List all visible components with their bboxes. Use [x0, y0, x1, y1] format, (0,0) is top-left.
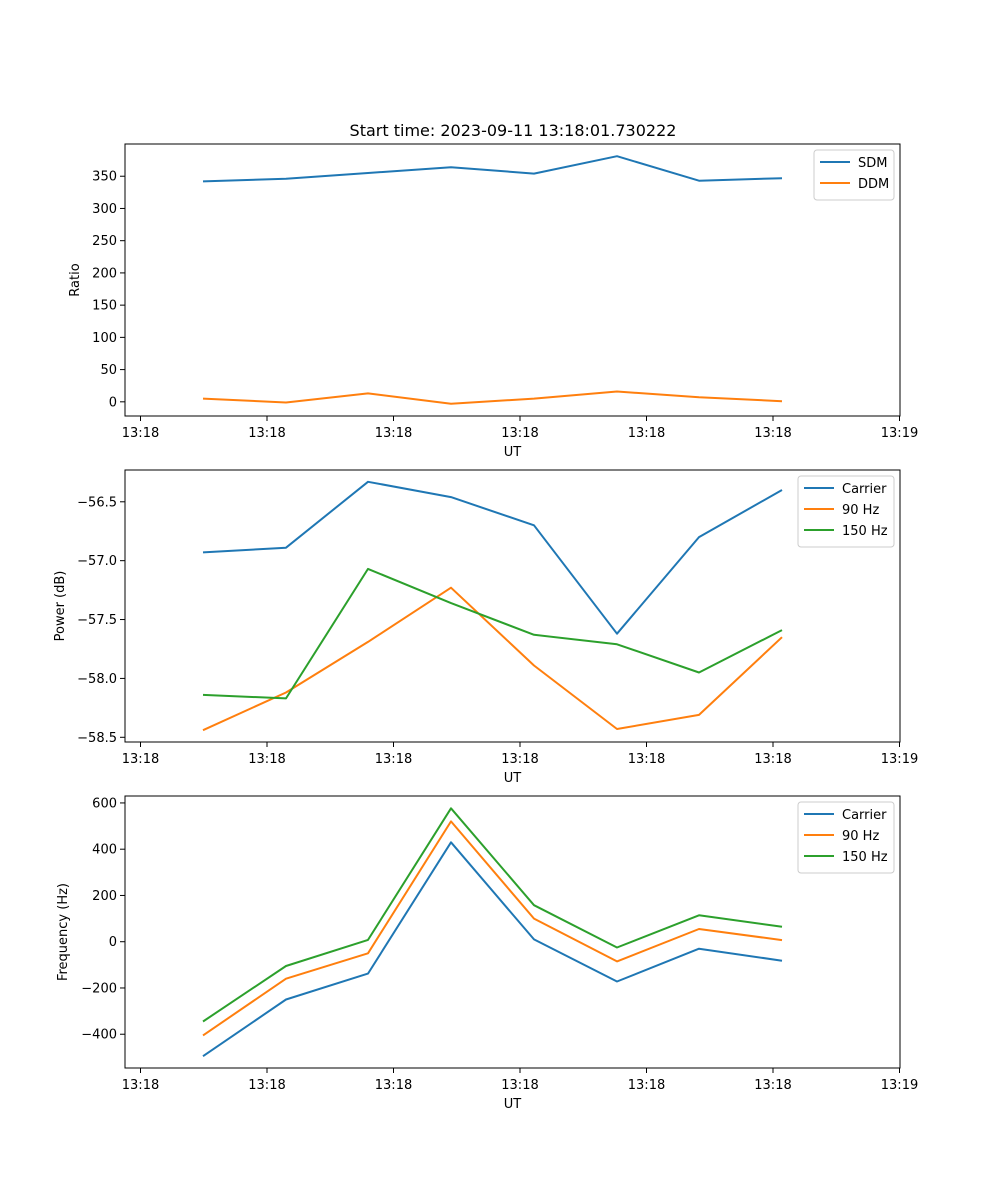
legend-label-carrier: Carrier	[842, 482, 887, 497]
x-tick-label: 13:18	[375, 1078, 412, 1093]
x-tick-label: 13:18	[754, 1078, 791, 1093]
series-line-90-hz	[202, 586, 783, 732]
y-tick-label: −57.5	[77, 613, 117, 628]
series-line-carrier	[202, 480, 783, 635]
x-axis-label: UT	[504, 771, 522, 786]
y-tick-label: 0	[109, 395, 117, 410]
x-tick-label: 13:19	[881, 1078, 918, 1093]
x-axis-label: UT	[504, 445, 522, 460]
x-tick-label: 13:18	[375, 426, 412, 441]
series-line-90-hz	[202, 820, 783, 1037]
series-line-sdm	[202, 155, 783, 183]
x-tick-label: 13:18	[375, 752, 412, 767]
x-tick-label: 13:18	[122, 1078, 159, 1093]
y-axis-label: Frequency (Hz)	[56, 883, 71, 981]
x-axis-label: UT	[504, 1097, 522, 1112]
x-tick-label: 13:18	[501, 752, 538, 767]
y-tick-label: 200	[92, 889, 117, 904]
series-line-150-hz	[202, 807, 783, 1023]
x-tick-label: 13:18	[501, 1078, 538, 1093]
y-tick-label: −57.0	[77, 554, 117, 569]
legend-label-carrier: Carrier	[842, 808, 887, 823]
y-tick-label: 400	[92, 843, 117, 858]
legend: Carrier 90 Hz 150 Hz	[797, 475, 895, 548]
legend-label-90-hz: 90 Hz	[842, 503, 879, 518]
x-tick-label: 13:19	[881, 752, 918, 767]
y-tick-label: 300	[92, 202, 117, 217]
legend: Carrier 90 Hz 150 Hz	[797, 801, 895, 874]
y-tick-label: 150	[92, 299, 117, 314]
legend-label-sdm: SDM	[858, 156, 887, 171]
y-axis-label: Power (dB)	[53, 571, 68, 642]
y-tick-label: −58.0	[77, 672, 117, 687]
x-tick-label: 13:18	[248, 426, 285, 441]
x-tick-label: 13:19	[881, 426, 918, 441]
series-line-carrier	[202, 841, 783, 1058]
y-tick-label: 50	[100, 363, 117, 378]
ratio-panel: 13:18 13:18 13:18 13:18 13:18 13:18 13:19 0 50 10…	[68, 143, 918, 460]
y-tick-label: −200	[81, 981, 117, 996]
legend-label-150-hz: 150 Hz	[842, 850, 888, 865]
y-tick-label: −400	[81, 1028, 117, 1043]
figure-title: Start time: 2023-09-11 13:18:01.730222	[350, 121, 677, 140]
x-tick-label: 13:18	[248, 752, 285, 767]
legend-label-90-hz: 90 Hz	[842, 829, 879, 844]
series-line-150-hz	[202, 567, 783, 700]
y-tick-label: 100	[92, 331, 117, 346]
x-tick-label: 13:18	[754, 752, 791, 767]
x-tick-label: 13:18	[501, 426, 538, 441]
y-tick-label: 200	[92, 266, 117, 281]
x-tick-label: 13:18	[628, 426, 665, 441]
y-tick-label: 0	[109, 935, 117, 950]
axes-frame	[124, 795, 901, 1069]
y-tick-label: 600	[92, 796, 117, 811]
axes-frame	[124, 143, 901, 417]
x-tick-label: 13:18	[122, 426, 159, 441]
legend-label-ddm: DDM	[858, 177, 889, 192]
y-axis-label: Ratio	[68, 263, 83, 296]
y-tick-label: 350	[92, 170, 117, 185]
x-tick-label: 13:18	[628, 752, 665, 767]
y-tick-label: −58.5	[77, 731, 117, 746]
frequency-panel: 13:18 13:18 13:18 13:18 13:18 13:18 13:19 −400 −…	[56, 795, 918, 1112]
legend: SDM DDM	[813, 149, 895, 201]
power-panel: 13:18 13:18 13:18 13:18 13:18 13:18 13:19 −58.5…	[53, 469, 918, 786]
series-line-ddm	[202, 390, 783, 405]
x-tick-label: 13:18	[248, 1078, 285, 1093]
legend-label-150-hz: 150 Hz	[842, 524, 888, 539]
y-tick-label: 250	[92, 234, 117, 249]
x-tick-label: 13:18	[628, 1078, 665, 1093]
x-tick-label: 13:18	[754, 426, 791, 441]
axes-frame	[124, 469, 901, 743]
y-tick-label: −56.5	[77, 495, 117, 510]
x-tick-label: 13:18	[122, 752, 159, 767]
